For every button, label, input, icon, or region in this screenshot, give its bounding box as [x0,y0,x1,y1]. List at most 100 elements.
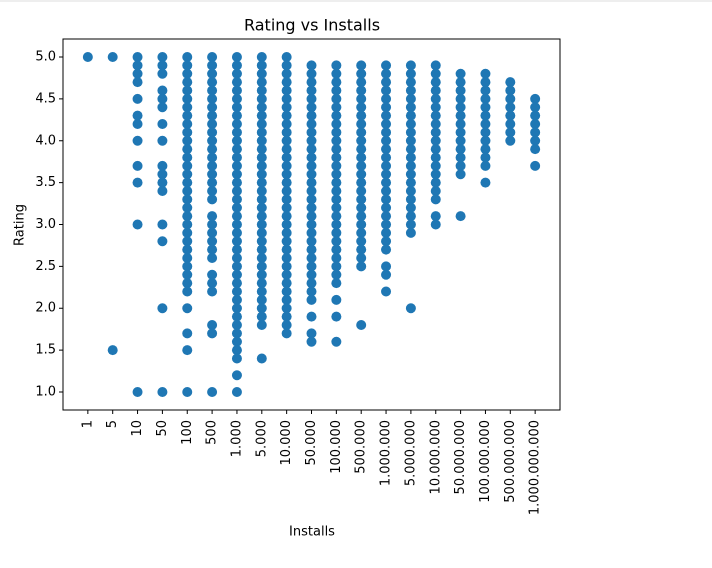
point [207,244,218,255]
point [231,244,242,255]
point [182,194,193,205]
point [430,77,441,88]
point [207,68,218,79]
point [530,135,541,146]
point [157,93,168,104]
point [331,186,342,197]
point [182,269,193,280]
point [306,202,317,213]
point [207,278,218,289]
point [356,194,367,205]
point [182,211,193,222]
point [381,261,392,272]
point [356,119,367,130]
point [157,303,168,314]
point [405,60,416,71]
point [356,319,367,330]
point [256,252,267,263]
point [530,102,541,113]
point [281,186,292,197]
point [480,102,491,113]
point [82,52,93,63]
point [430,68,441,79]
point [356,60,367,71]
point [132,60,143,71]
point [381,244,392,255]
point [182,278,193,289]
point [231,319,242,330]
point [182,227,193,238]
point [256,194,267,205]
point [306,135,317,146]
point [207,219,218,230]
point [306,68,317,79]
point [306,244,317,255]
point [430,211,441,222]
point [281,144,292,155]
point [331,211,342,222]
point [281,303,292,314]
point [231,186,242,197]
point [430,177,441,188]
point [231,328,242,339]
point [455,144,466,155]
point [231,252,242,263]
x-tick-label: 1.000.000 [379,420,394,486]
point [281,211,292,222]
point [356,85,367,96]
y-tick-label: 4.5 [35,91,56,106]
point [405,202,416,213]
point [256,135,267,146]
point [207,110,218,121]
point [306,211,317,222]
point [256,127,267,138]
point [281,160,292,171]
point [231,311,242,322]
point [182,152,193,163]
point [306,160,317,171]
point [207,236,218,247]
point [132,77,143,88]
point [231,261,242,272]
point [356,93,367,104]
point [430,219,441,230]
point [381,202,392,213]
point [157,119,168,130]
point [381,68,392,79]
y-tick-label: 3.0 [35,217,56,232]
point [231,177,242,188]
point [256,244,267,255]
point [530,119,541,130]
point [331,68,342,79]
point [157,219,168,230]
point [256,311,267,322]
point [430,127,441,138]
point [281,319,292,330]
point [331,110,342,121]
point [306,227,317,238]
point [132,160,143,171]
point [405,194,416,205]
point [405,303,416,314]
point [331,77,342,88]
point [306,311,317,322]
point [207,152,218,163]
point [256,269,267,280]
point [356,160,367,171]
point [281,227,292,238]
point [430,110,441,121]
point [331,160,342,171]
point [381,194,392,205]
point [182,286,193,297]
point [480,68,491,79]
point [306,144,317,155]
point [505,93,516,104]
point [306,102,317,113]
point [231,160,242,171]
point [281,127,292,138]
point [505,85,516,96]
point [505,110,516,121]
point [281,194,292,205]
point [356,169,367,180]
point [331,269,342,280]
